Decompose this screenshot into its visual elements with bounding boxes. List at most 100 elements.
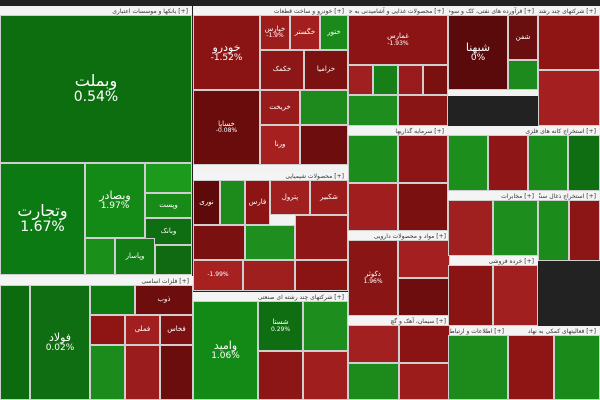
stock-tile[interactable] [348,65,373,95]
stock-tile[interactable] [554,335,600,400]
stock-tile[interactable] [448,335,508,400]
stock-tile[interactable] [155,245,192,275]
stock-tile[interactable] [243,260,295,291]
stock-tile[interactable]: شفن [508,15,538,60]
stock-tile[interactable] [528,135,568,191]
stock-tile[interactable] [348,325,399,363]
stock-tile[interactable]: فارس [245,180,270,225]
stock-tile[interactable] [398,183,448,231]
stock-tile[interactable] [448,265,493,326]
stock-tile[interactable] [448,135,488,191]
stock-tile[interactable] [90,315,125,345]
stock-tile[interactable] [348,183,398,231]
sector-header[interactable]: [+] فلزات اساسی [1,277,192,286]
stock-tile[interactable] [258,351,303,400]
stock-tile[interactable] [399,363,450,400]
stock-tile[interactable] [145,163,192,193]
stock-tile[interactable] [295,260,348,291]
sector-header[interactable]: [+] اطلاعات و ارتباطات [449,327,507,336]
stock-tile[interactable]: خساپا -0.08% [193,90,260,165]
stock-tile[interactable] [160,345,193,400]
sector-header[interactable]: [+] خودرو و ساخت قطعات [194,7,347,16]
stock-tile[interactable]: غمارس -1.93% [348,15,448,65]
stock-tile[interactable] [90,285,135,315]
stock-tile[interactable] [85,238,115,275]
stock-tile[interactable] [538,200,569,261]
stock-tile[interactable] [508,335,554,400]
stock-tile[interactable]: خریخت [260,90,300,125]
stock-tile[interactable]: شکبیر [310,180,348,215]
stock-tile[interactable] [398,65,423,95]
stock-tile[interactable] [373,65,398,95]
stock-tile[interactable]: فخاس [160,315,193,345]
stock-tile[interactable] [245,225,295,260]
stock-change: -1.93% [387,39,409,47]
stock-tile[interactable] [508,60,538,90]
stock-tile[interactable] [398,95,448,126]
sector-header[interactable]: [+] خرده فروشی [449,257,537,266]
stock-tile[interactable]: وپاسار [115,238,155,275]
stock-tile[interactable] [303,301,348,351]
sector-header[interactable]: [+] استخراج کانه های فلزی [449,127,599,136]
stock-tile[interactable]: فولاد 0.02% [30,285,90,400]
stock-tile[interactable] [0,285,30,400]
sector-header[interactable]: [+] مخابرات [449,192,537,201]
stock-tile[interactable] [488,135,528,191]
stock-tile[interactable] [493,265,538,326]
stock-tile[interactable]: شستا 0.29% [258,301,303,351]
stock-tile[interactable]: پترول [270,180,310,215]
stock-tile[interactable]: خگستر [290,15,320,50]
sector-header[interactable]: [+] سرمایه گذاریها [349,127,447,136]
sector-header[interactable]: [+] مواد و محصولات دارویی [349,232,449,241]
stock-tile[interactable] [348,95,398,126]
stock-tile[interactable] [538,15,600,70]
stock-tile[interactable] [348,363,399,400]
stock-tile[interactable] [220,180,245,225]
stock-tile[interactable] [90,345,125,400]
stock-tile[interactable] [125,345,160,400]
stock-tile[interactable] [568,135,600,191]
sector-header[interactable]: [+] شرکتهای چند رشته ای صنعتی [539,7,599,16]
stock-tile[interactable]: -1.99% [193,260,243,291]
sector-header[interactable]: [+] فعالیتهای کمکی به نهاد [509,327,599,336]
stock-tile[interactable]: خپارس -1.9% [260,15,290,50]
stock-tile[interactable] [398,240,450,278]
stock-tile[interactable]: وبصادر 1.97% [85,163,145,238]
sector-header[interactable]: [+] فرآورده های نفتی، کک و سوخت هسته [449,7,537,16]
stock-tile[interactable]: ذوب [135,285,193,315]
stock-tile[interactable]: خودرو -1.52% [193,15,260,90]
stock-change: 1.67% [20,219,65,236]
stock-tile[interactable]: ورنا [260,125,300,165]
stock-tile[interactable]: خزامیا [304,50,348,90]
stock-tile[interactable] [399,325,450,363]
stock-tile[interactable]: نوری [193,180,220,225]
stock-tile[interactable]: شبهنا 0% [448,15,508,90]
stock-tile[interactable] [193,225,245,260]
stock-tile[interactable]: دکوثر 1.96% [348,240,398,316]
stock-tile[interactable] [295,215,348,260]
stock-tile[interactable]: وپست [145,193,192,218]
sector-header[interactable]: [+] استخراج ذغال سنگ [539,192,599,201]
stock-tile[interactable]: وبملت 0.54% [0,15,192,163]
sector-header[interactable]: [+] بانکها و موسسات اعتباری [1,7,191,16]
stock-tile[interactable] [398,135,448,183]
stock-tile[interactable]: خکمک [260,50,304,90]
stock-tile[interactable] [448,200,493,256]
stock-tile[interactable] [569,200,600,261]
sector-header[interactable]: [+] محصولات شیمیایی [194,172,347,181]
stock-tile[interactable] [493,200,538,256]
stock-tile[interactable]: وامید 1.06% [193,301,258,400]
sector-header[interactable]: [+] سیمان، آهک و گچ [349,317,449,326]
stock-tile[interactable] [423,65,448,95]
stock-tile[interactable] [300,90,348,125]
stock-tile[interactable] [538,70,600,126]
stock-tile[interactable] [300,125,348,165]
stock-tile[interactable]: وتجارت 1.67% [0,163,85,275]
stock-tile[interactable]: ختور [320,15,348,50]
stock-tile[interactable] [348,135,398,183]
stock-tile[interactable]: فملی [125,315,160,345]
sector-header[interactable]: [+] محصولات غذایی و آشامیدنی به جز قند [349,7,447,16]
stock-tile[interactable] [303,351,348,400]
stock-tile[interactable] [398,278,450,316]
sector-header[interactable]: [+] شرکتهای چند رشته ای صنعتی [194,293,347,302]
